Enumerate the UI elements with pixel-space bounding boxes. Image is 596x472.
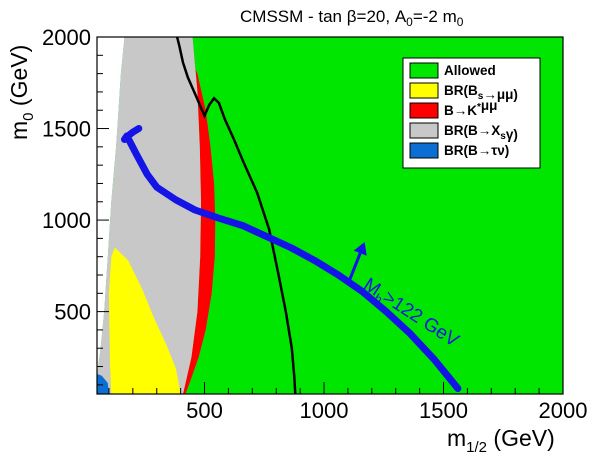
bkmumu-region bbox=[179, 37, 216, 394]
legend-label-bsmumu: BR(Bs→μμ) bbox=[444, 83, 518, 102]
legend-swatch-btaunu bbox=[409, 142, 439, 159]
legend-label-allowed: Allowed bbox=[444, 63, 496, 78]
y-tick-label: 1000 bbox=[42, 208, 91, 233]
x-tick-label: 1500 bbox=[419, 398, 468, 423]
higgs-mass-contour-line bbox=[121, 125, 462, 392]
legend-label-bkmumu: B→K*μμ bbox=[444, 98, 497, 118]
y-tick-label: 2000 bbox=[42, 25, 91, 50]
x-axis-title: m1/2 (GeV) bbox=[447, 425, 555, 456]
btaunu-region bbox=[97, 373, 109, 394]
y-tick-label: 500 bbox=[54, 300, 91, 325]
higgs-arrow-head bbox=[353, 242, 367, 256]
legend-label-btaunu: BR(B→τν) bbox=[444, 143, 509, 158]
chart-title: CMSSM - tan β=20, A0=-2 m0 bbox=[240, 7, 464, 29]
y-axis-title: m0 (GeV) bbox=[6, 45, 37, 140]
bsmumu-region bbox=[108, 247, 181, 394]
black-contour-line bbox=[175, 37, 297, 394]
higgs-arrow bbox=[346, 252, 362, 285]
legend-swatch-bxsgamma bbox=[409, 122, 439, 139]
excluded-white-region bbox=[97, 37, 125, 376]
x-tick-label: 1000 bbox=[300, 398, 349, 423]
x-tick-label: 500 bbox=[186, 398, 223, 423]
plot-frame bbox=[96, 36, 564, 395]
legend-label-bxsgamma: BR(B→Xsγ) bbox=[444, 123, 518, 142]
legend-swatch-bkmumu bbox=[409, 102, 439, 119]
legend-swatch-allowed bbox=[409, 62, 439, 79]
legend-swatch-bsmumu bbox=[409, 82, 439, 99]
x-tick-label: 2000 bbox=[539, 398, 588, 423]
axis-ticks: 500 1000 1500 2000 500 1000 1500 2000 bbox=[42, 25, 587, 423]
legend: Allowed BR(Bs→μμ)B→K*μμ BR(B→Xsγ)BR(B→τν) bbox=[402, 57, 541, 169]
y-tick-label: 1500 bbox=[42, 117, 91, 142]
